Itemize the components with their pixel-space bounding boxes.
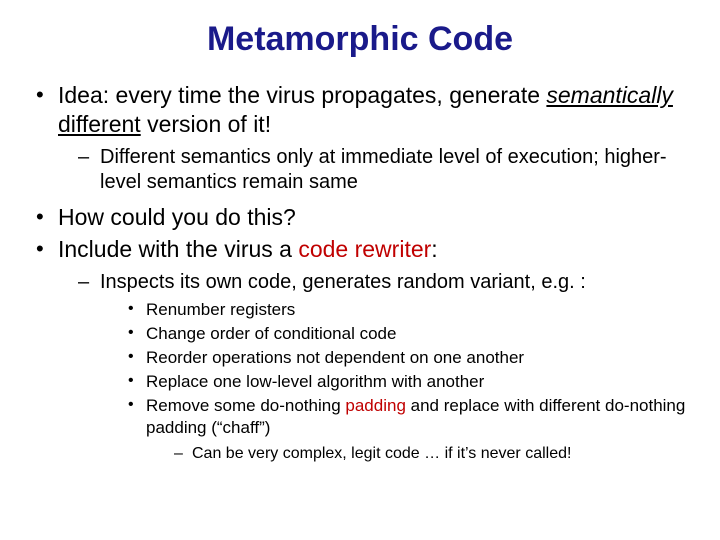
bullet-include-pre: Include with the virus a bbox=[58, 236, 298, 262]
bullet-change-order: Change order of conditional code bbox=[128, 323, 690, 345]
bullet-include-rewriter: code rewriter bbox=[298, 236, 431, 262]
bullet-idea-semantically: semantically bbox=[546, 82, 673, 108]
bullet-reorder: Reorder operations not dependent on one … bbox=[128, 347, 690, 369]
bullet-include-post: : bbox=[431, 236, 437, 262]
bullet-inspects-text: Inspects its own code, generates random … bbox=[100, 271, 586, 293]
slide-title: Metamorphic Code bbox=[30, 20, 690, 59]
bullet-idea-sub1: Different semantics only at immediate le… bbox=[78, 145, 690, 195]
bullet-idea-pre: Idea: every time the virus propagates, g… bbox=[58, 82, 546, 108]
bullet-replace-alg: Replace one low-level algorithm with ano… bbox=[128, 371, 690, 393]
bullet-idea-post: version of it! bbox=[141, 111, 271, 137]
bullet-remove-padding-pad: padding bbox=[345, 396, 406, 415]
bullet-list: Idea: every time the virus propagates, g… bbox=[30, 81, 690, 464]
bullet-complex-legit: Can be very complex, legit code … if it’… bbox=[174, 444, 690, 465]
bullet-idea: Idea: every time the virus propagates, g… bbox=[30, 81, 690, 195]
bullet-renumber: Renumber registers bbox=[128, 299, 690, 321]
bullet-idea-different: different bbox=[58, 111, 141, 137]
bullet-how: How could you do this? bbox=[30, 203, 690, 232]
bullet-include: Include with the virus a code rewriter: … bbox=[30, 235, 690, 464]
bullet-remove-padding-pre: Remove some do-nothing bbox=[146, 396, 345, 415]
bullet-inspects: Inspects its own code, generates random … bbox=[78, 270, 690, 464]
bullet-remove-padding: Remove some do-nothing padding and repla… bbox=[128, 395, 690, 464]
